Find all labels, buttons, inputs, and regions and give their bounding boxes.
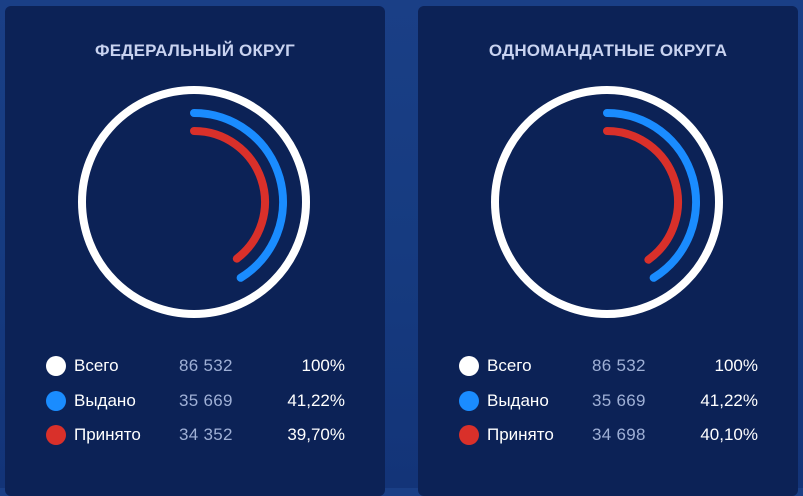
legend-percent: 39,70%: [287, 425, 345, 445]
legend-row-issued: Выдано 35 669 41,22%: [456, 384, 758, 419]
legend-label: Принято: [74, 425, 141, 445]
legend-count: 86 532: [179, 356, 233, 376]
legend-label: Всего: [487, 356, 532, 376]
legend-percent: 40,10%: [700, 425, 758, 445]
legend-percent: 41,22%: [700, 390, 758, 410]
legend-percent: 41,22%: [287, 390, 345, 410]
legend-percent: 100%: [714, 356, 758, 376]
legend-count: 34 698: [592, 425, 646, 445]
ring-issued: [190, 109, 287, 282]
legend-percent: 100%: [301, 356, 345, 376]
legend-count: 35 669: [592, 390, 646, 410]
federal-district-rings: [78, 86, 310, 318]
single-mandate-panel: ОДНОМАНДАТНЫЕ ОКРУГА Всего 86 532 100% В…: [418, 6, 798, 496]
single-mandate-title: ОДНОМАНДАТНЫЕ ОКРУГА: [488, 41, 728, 60]
ring-issued: [603, 109, 700, 282]
legend-row-accepted: Принято 34 352 39,70%: [43, 418, 345, 453]
legend-row-issued: Выдано 35 669 41,22%: [43, 384, 345, 419]
legend-label: Принято: [487, 425, 554, 445]
federal-district-title: ФЕДЕРАЛЬНЫЙ ОКРУГ: [95, 41, 295, 60]
ring-accepted: [190, 127, 269, 263]
issued-dot-icon: [46, 390, 66, 411]
federal-district-panel: ФЕДЕРАЛЬНЫЙ ОКРУГ Всего 86 532 100% Выда…: [5, 6, 385, 496]
legend-label: Выдано: [74, 390, 136, 410]
total-dot-icon: [46, 356, 66, 377]
ring-accepted: [603, 127, 682, 264]
legend-count: 86 532: [592, 356, 646, 376]
legend-row-accepted: Принято 34 698 40,10%: [456, 418, 758, 453]
total-dot-icon: [459, 356, 479, 377]
accepted-dot-icon: [46, 425, 66, 446]
legend-row-total: Всего 86 532 100%: [43, 349, 345, 384]
legend-count: 35 669: [179, 390, 233, 410]
accepted-dot-icon: [459, 425, 479, 446]
legend-row-total: Всего 86 532 100%: [456, 349, 758, 384]
legend-label: Всего: [74, 356, 119, 376]
issued-dot-icon: [459, 390, 479, 411]
ring-total: [491, 86, 723, 318]
legend-label: Выдано: [487, 390, 549, 410]
single-mandate-legend: Всего 86 532 100% Выдано 35 669 41,22% П…: [456, 349, 758, 453]
single-mandate-rings: [491, 86, 723, 318]
federal-district-legend: Всего 86 532 100% Выдано 35 669 41,22% П…: [43, 349, 345, 453]
ring-total: [78, 86, 310, 318]
legend-count: 34 352: [179, 425, 233, 445]
